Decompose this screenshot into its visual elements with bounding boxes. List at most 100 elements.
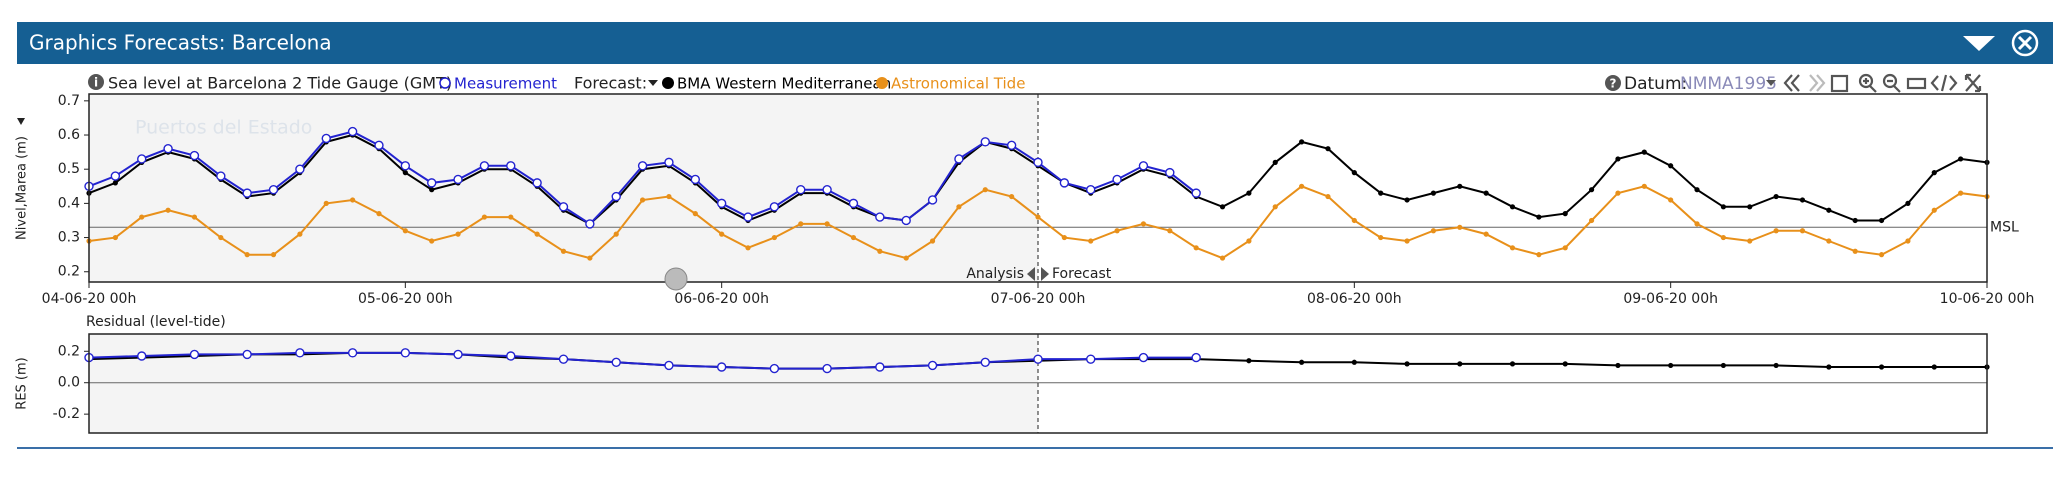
- data-point: [347, 348, 358, 358]
- data-point: [1615, 362, 1621, 369]
- data-point: [822, 185, 832, 195]
- data-point: [1483, 231, 1489, 237]
- data-point: [1165, 167, 1175, 178]
- embed-button[interactable]: [1930, 74, 1958, 92]
- data-point: [1852, 217, 1858, 224]
- data-point: [927, 360, 938, 371]
- data-point: [850, 234, 857, 241]
- data-point: [558, 354, 569, 364]
- moon-icon: [664, 267, 688, 291]
- legend-symbol: [876, 77, 888, 89]
- data-point: [1351, 359, 1357, 365]
- datum-dropdown[interactable]: [1766, 80, 1776, 86]
- y-tick-label: 0.2: [58, 264, 80, 280]
- data-point: [716, 198, 727, 209]
- data-point: [350, 197, 356, 203]
- data-point: [268, 185, 279, 195]
- data-point: [664, 157, 674, 168]
- data-point: [1720, 362, 1726, 369]
- data-point: [1747, 238, 1753, 244]
- legend-symbol: [439, 77, 451, 89]
- data-point: [980, 357, 990, 367]
- data-point: [1588, 187, 1595, 193]
- data-point: [1035, 214, 1041, 220]
- calendar-button[interactable]: [1830, 74, 1849, 93]
- data-point: [1088, 238, 1094, 244]
- data-point: [139, 214, 145, 220]
- data-point: [110, 171, 121, 181]
- data-point: [1562, 245, 1568, 251]
- y-tick-label: 0.0: [58, 375, 80, 391]
- collapse-button[interactable]: [1963, 36, 1995, 51]
- data-point: [1167, 228, 1173, 234]
- data-point: [716, 362, 727, 372]
- data-point: [745, 245, 751, 251]
- data-point: [1404, 238, 1410, 244]
- data-point: [927, 195, 938, 205]
- back-button[interactable]: [1783, 74, 1800, 92]
- datum-value[interactable]: NMMA1995: [1680, 74, 1777, 94]
- y-tick-label: 0.4: [58, 195, 80, 211]
- data-point: [1061, 234, 1067, 241]
- forecast-dropdown[interactable]: [648, 80, 658, 86]
- y-axis-label: RES (m): [15, 357, 30, 409]
- print-button[interactable]: [1906, 77, 1927, 90]
- data-point: [163, 143, 173, 154]
- data-point: [954, 154, 964, 164]
- data-point: [1140, 221, 1147, 227]
- x-tick-label: 10-06-20 00h: [1940, 291, 2035, 307]
- data-point: [1958, 156, 1964, 162]
- axis-menu[interactable]: [17, 118, 25, 125]
- forecast-label: Forecast:: [574, 74, 647, 93]
- data-point: [1059, 178, 1070, 188]
- data-point: [321, 133, 331, 144]
- y-tick-label: 0.7: [58, 93, 80, 109]
- data-point: [1694, 221, 1700, 227]
- data-point: [1457, 361, 1463, 367]
- legend-label[interactable]: Measurement: [454, 75, 557, 93]
- station-name: Sea level at Barcelona 2 Tide Gauge (GMT…: [108, 74, 452, 93]
- info-icon[interactable]: i: [88, 74, 104, 90]
- watermark: Puertos del Estado: [135, 117, 312, 139]
- data-point: [1086, 354, 1096, 364]
- data-point: [929, 238, 936, 244]
- data-point: [982, 187, 988, 193]
- data-point: [137, 351, 147, 361]
- data-point: [771, 234, 777, 241]
- data-point: [585, 219, 595, 229]
- data-point: [611, 357, 621, 367]
- data-point: [875, 362, 885, 372]
- fullscreen-button[interactable]: [1964, 73, 1982, 93]
- data-point: [1668, 197, 1674, 203]
- data-point: [1299, 183, 1305, 189]
- data-point: [1536, 214, 1542, 220]
- data-point: [1086, 185, 1096, 195]
- data-point: [189, 150, 200, 161]
- close-button[interactable]: [2011, 29, 2039, 57]
- data-point: [1430, 228, 1437, 234]
- data-point: [1325, 146, 1331, 152]
- data-point: [1378, 190, 1384, 196]
- data-point: [1191, 352, 1201, 363]
- legend-label[interactable]: BMA Western Mediterranean: [677, 75, 891, 93]
- data-point: [692, 211, 698, 217]
- data-point: [1826, 207, 1832, 213]
- data-point: [1536, 252, 1542, 258]
- zoom-in-button[interactable]: [1858, 73, 1877, 93]
- zoom-out-button[interactable]: [1882, 73, 1901, 93]
- data-point: [191, 214, 198, 220]
- help-icon[interactable]: ?: [1605, 75, 1621, 91]
- window-title: Graphics Forecasts: Barcelona: [29, 31, 332, 55]
- data-point: [1905, 200, 1911, 206]
- data-point: [1958, 190, 1964, 196]
- data-point: [1852, 248, 1858, 254]
- data-point: [216, 171, 226, 181]
- data-point: [242, 188, 252, 198]
- data-point: [587, 255, 593, 261]
- legend-label[interactable]: Astronomical Tide: [891, 75, 1025, 93]
- x-tick-label: 09-06-20 00h: [1623, 291, 1718, 307]
- data-point: [1404, 197, 1410, 203]
- forward-button[interactable]: [1809, 74, 1826, 92]
- data-point: [506, 351, 516, 361]
- data-point: [1641, 183, 1647, 189]
